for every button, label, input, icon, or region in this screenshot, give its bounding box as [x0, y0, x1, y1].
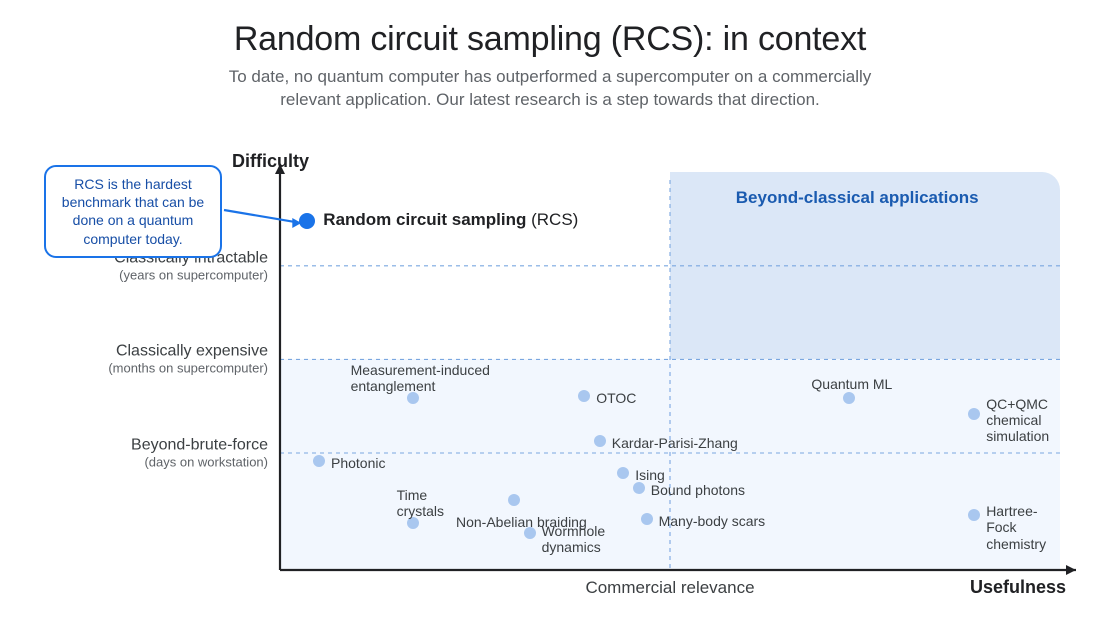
point-label-hartree: Hartree-Fockchemistry	[986, 503, 1060, 551]
y-tick-sub: (months on supercomputer)	[20, 361, 268, 376]
point-label-time-crystals: Timecrystals	[397, 487, 444, 519]
point-photonic	[313, 455, 325, 467]
rcs-label: Random circuit sampling (RCS)	[323, 210, 578, 230]
point-label-ising: Ising	[635, 467, 665, 483]
x-axis-mid-label: Commercial relevance	[280, 578, 1060, 598]
page-subtitle: To date, no quantum computer has outperf…	[0, 66, 1100, 112]
y-axis-title: Difficulty	[232, 151, 309, 172]
rcs-callout: RCS is the hardestbenchmark that can bed…	[44, 165, 222, 258]
point-label-qc-qmc: QC+QMCchemicalsimulation	[986, 396, 1049, 444]
point-wormhole	[524, 527, 536, 539]
point-label-many-body: Many-body scars	[659, 513, 766, 529]
point-otoc	[578, 390, 590, 402]
point-hartree	[968, 509, 980, 521]
scatter-chart: Difficulty Usefulness Commercial relevan…	[280, 180, 1060, 570]
point-label-otoc: OTOC	[596, 390, 636, 406]
point-label-measurement: Measurement-inducedentanglement	[351, 362, 490, 394]
y-tick-1: Classically expensive(months on supercom…	[20, 343, 280, 376]
y-tick-sub: (days on workstation)	[20, 455, 268, 470]
rcs-callout-text: RCS is the hardestbenchmark that can bed…	[62, 176, 204, 247]
point-label-bound-photons: Bound photons	[651, 482, 745, 498]
subtitle-line-1: To date, no quantum computer has outperf…	[229, 67, 872, 86]
point-ising	[617, 467, 629, 479]
subtitle-line-2: relevant application. Our latest researc…	[280, 90, 820, 109]
point-label-photonic: Photonic	[331, 455, 385, 471]
point-bound-photons	[633, 482, 645, 494]
y-tick-2: Beyond-brute-force(days on workstation)	[20, 437, 280, 470]
point-kpz	[594, 435, 606, 447]
point-qc-qmc	[968, 408, 980, 420]
page: Random circuit sampling (RCS): in contex…	[0, 0, 1100, 619]
point-label-quantum-ml: Quantum ML	[811, 376, 892, 392]
y-tick-main: Beyond-brute-force	[20, 437, 268, 455]
point-quantum-ml	[843, 392, 855, 404]
beyond-classical-label: Beyond-classical applications	[736, 188, 979, 208]
page-title: Random circuit sampling (RCS): in contex…	[0, 20, 1100, 59]
point-label-wormhole: Wormholedynamics	[542, 523, 606, 555]
point-non-abelian	[508, 494, 520, 506]
y-tick-main: Classically expensive	[20, 343, 268, 361]
point-many-body	[641, 513, 653, 525]
callout-arrow-icon	[224, 200, 315, 224]
y-tick-sub: (years on supercomputer)	[20, 267, 268, 282]
point-label-kpz: Kardar-Parisi-Zhang	[612, 435, 738, 451]
